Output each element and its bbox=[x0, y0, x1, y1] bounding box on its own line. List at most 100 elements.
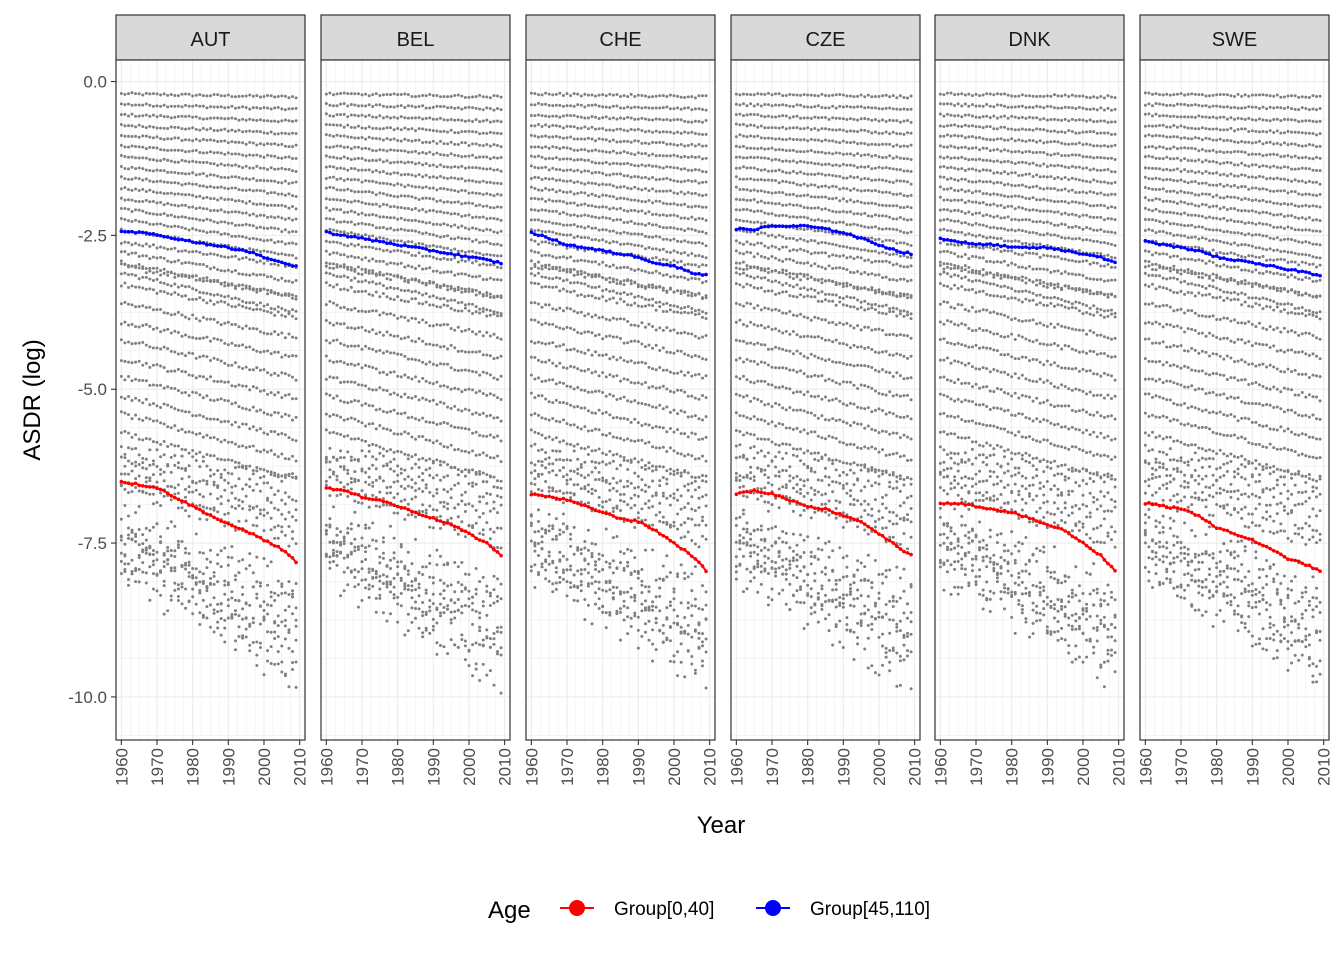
data-point bbox=[283, 608, 287, 612]
data-point bbox=[219, 323, 223, 327]
data-point bbox=[410, 150, 414, 154]
data-point bbox=[269, 203, 273, 207]
data-point bbox=[463, 503, 467, 507]
data-point bbox=[187, 193, 191, 197]
data-point bbox=[262, 226, 266, 230]
data-point bbox=[633, 185, 637, 189]
data-point bbox=[374, 149, 378, 153]
data-point bbox=[647, 189, 651, 193]
data-point bbox=[324, 133, 328, 137]
data-point bbox=[291, 218, 295, 222]
data-point bbox=[428, 381, 432, 385]
data-point bbox=[690, 205, 694, 209]
data-point bbox=[212, 230, 216, 234]
data-point bbox=[544, 187, 548, 190]
data-point bbox=[346, 288, 350, 292]
data-point bbox=[403, 265, 407, 269]
data-point bbox=[349, 189, 353, 193]
data-point bbox=[356, 437, 360, 441]
data-point bbox=[276, 106, 280, 110]
data-point bbox=[626, 174, 630, 178]
data-point bbox=[478, 307, 482, 311]
data-point bbox=[467, 387, 471, 391]
data-point bbox=[381, 311, 385, 315]
data-point bbox=[148, 529, 152, 533]
data-point bbox=[414, 289, 417, 293]
data-point bbox=[255, 428, 259, 432]
data-point bbox=[488, 475, 492, 479]
data-point bbox=[492, 500, 496, 504]
data-point bbox=[463, 214, 467, 218]
data-point bbox=[216, 209, 220, 213]
data-point bbox=[187, 514, 191, 518]
data-point bbox=[291, 595, 295, 599]
data-point bbox=[356, 326, 360, 330]
data-point bbox=[216, 418, 220, 422]
data-point bbox=[356, 104, 360, 108]
data-point bbox=[410, 562, 414, 566]
data-point bbox=[276, 391, 280, 394]
data-point bbox=[151, 158, 155, 162]
data-point bbox=[417, 320, 421, 324]
data-point bbox=[424, 458, 428, 462]
data-point bbox=[392, 204, 396, 208]
data-point bbox=[276, 192, 280, 196]
data-point bbox=[492, 416, 496, 420]
data-point bbox=[496, 626, 500, 630]
data-point bbox=[446, 223, 450, 227]
data-point bbox=[130, 165, 134, 169]
data-point bbox=[255, 516, 259, 520]
data-point bbox=[291, 612, 295, 616]
data-point bbox=[201, 615, 205, 619]
data-point bbox=[255, 143, 259, 147]
data-point bbox=[273, 226, 277, 230]
data-point bbox=[180, 183, 184, 187]
data-point bbox=[194, 173, 198, 177]
data-point bbox=[622, 162, 626, 166]
data-point bbox=[378, 330, 382, 334]
data-point bbox=[148, 345, 152, 349]
data-point bbox=[529, 114, 533, 118]
data-point bbox=[474, 156, 478, 160]
data-point bbox=[216, 93, 220, 97]
data-point bbox=[119, 284, 123, 288]
data-point bbox=[378, 295, 382, 299]
data-point bbox=[488, 591, 492, 595]
data-point bbox=[424, 244, 428, 248]
data-point bbox=[485, 393, 489, 397]
data-point bbox=[533, 175, 537, 179]
data-point bbox=[651, 106, 655, 110]
data-point bbox=[442, 611, 446, 615]
data-point bbox=[137, 92, 141, 96]
data-point bbox=[492, 242, 496, 246]
data-point bbox=[126, 252, 130, 256]
data-point bbox=[251, 571, 255, 575]
data-point bbox=[693, 179, 697, 183]
data-point bbox=[392, 551, 396, 555]
data-point bbox=[155, 180, 159, 184]
series-point bbox=[449, 522, 453, 527]
data-point bbox=[216, 320, 220, 324]
data-point bbox=[392, 511, 396, 515]
data-point bbox=[191, 287, 195, 291]
data-point bbox=[244, 201, 248, 205]
data-point bbox=[241, 166, 245, 170]
data-point bbox=[492, 206, 496, 210]
data-point bbox=[389, 351, 393, 355]
data-point bbox=[209, 185, 212, 189]
data-point bbox=[331, 251, 335, 255]
data-point bbox=[360, 560, 364, 564]
data-point bbox=[266, 303, 270, 307]
data-point bbox=[219, 440, 223, 444]
data-point bbox=[134, 413, 138, 417]
data-point bbox=[251, 585, 255, 589]
data-point bbox=[604, 105, 608, 109]
data-point bbox=[241, 235, 245, 239]
data-point bbox=[216, 280, 220, 284]
series-point bbox=[424, 514, 429, 519]
data-point bbox=[492, 119, 496, 123]
data-point bbox=[331, 541, 335, 545]
data-point bbox=[141, 93, 145, 97]
data-point bbox=[342, 536, 346, 540]
data-point bbox=[481, 155, 485, 159]
